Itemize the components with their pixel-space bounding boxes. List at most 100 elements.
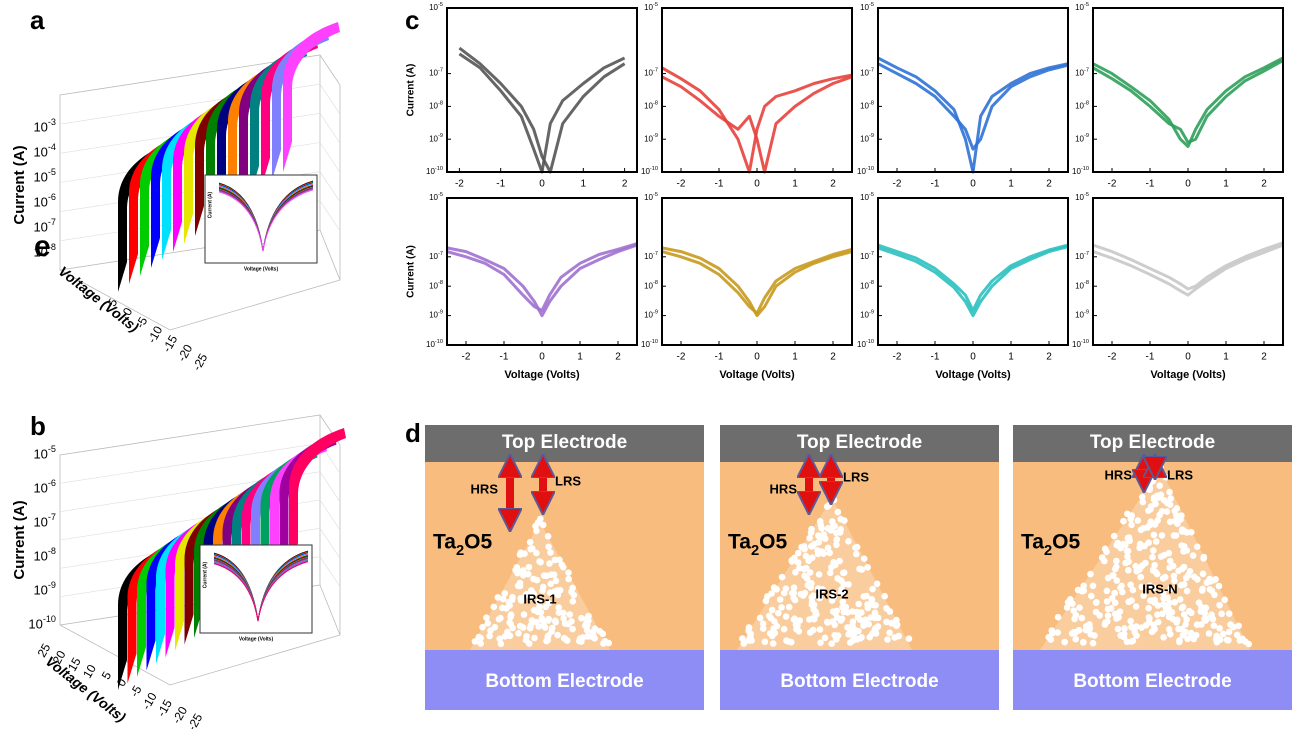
vacancy-dot: [529, 619, 536, 626]
vacancy-dot: [1172, 599, 1179, 606]
x-tick-label: 2: [1261, 179, 1267, 190]
x-tick-label: -2: [893, 352, 902, 363]
vacancy-dot: [835, 509, 842, 516]
vacancy-dot: [1120, 518, 1127, 525]
vacancy-dot: [853, 551, 860, 558]
z-tick-label: 10-4: [33, 142, 56, 159]
wall-grid: [320, 113, 340, 143]
vacancy-dot: [491, 604, 498, 611]
iv-chart: 10-1010-910-810-710-5-2-1012Voltage (Vol…: [1072, 192, 1283, 380]
hrs-label: HRS: [1105, 467, 1133, 482]
vacancy-dot: [1081, 587, 1088, 594]
vacancy-dot: [531, 635, 538, 642]
vacancy-dot: [1121, 634, 1128, 641]
vacancy-dot: [1049, 630, 1056, 637]
vacancy-dot: [1153, 538, 1160, 545]
vacancy-dot: [766, 613, 773, 620]
y-tick-label: 10-9: [644, 134, 658, 144]
vacancy-dot: [1080, 639, 1087, 646]
vacancy-dot: [874, 581, 881, 588]
vacancy-dot: [1207, 586, 1214, 593]
y-tick-label: 10-10: [1072, 166, 1089, 176]
vacancy-dot: [539, 617, 546, 624]
y-tick-label: 10-5: [860, 192, 874, 202]
x-tick-label: 1: [581, 179, 587, 190]
vacancy-dot: [1180, 604, 1187, 611]
overlay-letter: e: [34, 230, 51, 263]
vacancy-dot: [1200, 571, 1207, 578]
vacancy-dot: [747, 636, 754, 643]
vacancy-dot: [791, 616, 798, 623]
x-tick-label: -2: [677, 179, 686, 190]
vacancy-dot: [517, 583, 524, 590]
vacancy-dot: [526, 640, 533, 647]
vacancy-dot: [535, 519, 542, 526]
wall-grid: [320, 84, 340, 114]
y-axis-label: Current (A): [406, 245, 417, 298]
vacancy-dot: [872, 625, 879, 632]
vacancy-dot: [1216, 625, 1223, 632]
vacancy-dot: [514, 567, 521, 574]
x-tick-label: 0: [970, 179, 976, 190]
vacancy-dot: [881, 593, 888, 600]
vacancy-dot: [818, 525, 825, 532]
x-tick-label: -1: [1146, 352, 1155, 363]
vacancy-dot: [1151, 597, 1158, 604]
z-tick-label: 10-3: [33, 117, 56, 134]
vacancy-dot: [1204, 579, 1211, 586]
vacancy-dot: [1125, 558, 1132, 565]
vacancy-dot: [486, 633, 493, 640]
bottom-electrode-label: Bottom Electrode: [485, 671, 643, 692]
x-tick-label: 1: [792, 179, 798, 190]
vacancy-dot: [1214, 639, 1221, 646]
vacancy-dot: [1073, 612, 1080, 619]
z-tick-label: 10-9: [33, 580, 56, 597]
vacancy-dot: [778, 604, 785, 611]
y-tick-label: 10-7: [860, 68, 874, 78]
y-tick-label: 10-5: [1075, 2, 1089, 12]
vacancy-dot: [1115, 626, 1122, 633]
vacancy-dot: [1145, 605, 1152, 612]
hrs-label: HRS: [471, 481, 499, 496]
vacancy-dot: [527, 546, 534, 553]
inset-x-label: Voltage (Volts): [244, 266, 279, 272]
x-tick-label: 0: [754, 179, 760, 190]
vacancy-dot: [1113, 564, 1120, 571]
vacancy-dot: [1157, 462, 1164, 469]
vacancy-dot: [1130, 638, 1137, 645]
y-tick-label: 10-9: [1075, 134, 1089, 144]
vacancy-dot: [556, 557, 563, 564]
x-tick-label: 2: [830, 352, 836, 363]
vacancy-dot: [1121, 625, 1128, 632]
y-tick-label: 10-5: [860, 2, 874, 12]
y-tick-label: 10-5: [1075, 192, 1089, 202]
vacancy-dot: [1227, 621, 1234, 628]
vacancy-dot: [1102, 619, 1109, 626]
vacancy-dot: [770, 640, 777, 647]
vacancy-dot: [1167, 501, 1174, 508]
y-tick-label: 10-7: [1075, 251, 1089, 261]
vacancy-dot: [1187, 568, 1194, 575]
vacancy-dot: [535, 623, 542, 630]
vacancy-dot: [845, 538, 852, 545]
vacancy-dot: [1196, 599, 1203, 606]
y-tick-label: 10-9: [860, 134, 874, 144]
vacancy-dot: [560, 615, 567, 622]
top-electrode-label: Top Electrode: [797, 432, 922, 453]
top-electrode-label: Top Electrode: [1090, 432, 1215, 453]
vacancy-dot: [1096, 612, 1103, 619]
vacancy-dot: [496, 616, 503, 623]
vacancy-dot: [837, 526, 844, 533]
iv-curve: [447, 245, 637, 316]
vacancy-dot: [844, 624, 851, 631]
vacancy-dot: [791, 584, 798, 591]
vacancy-dot: [485, 620, 492, 627]
vacancy-dot: [1171, 573, 1178, 580]
wall-grid: [320, 172, 340, 202]
vacancy-dot: [1174, 617, 1181, 624]
vacancy-dot: [825, 525, 832, 532]
vacancy-dot: [1218, 611, 1225, 618]
vacancy-dot: [828, 640, 835, 647]
